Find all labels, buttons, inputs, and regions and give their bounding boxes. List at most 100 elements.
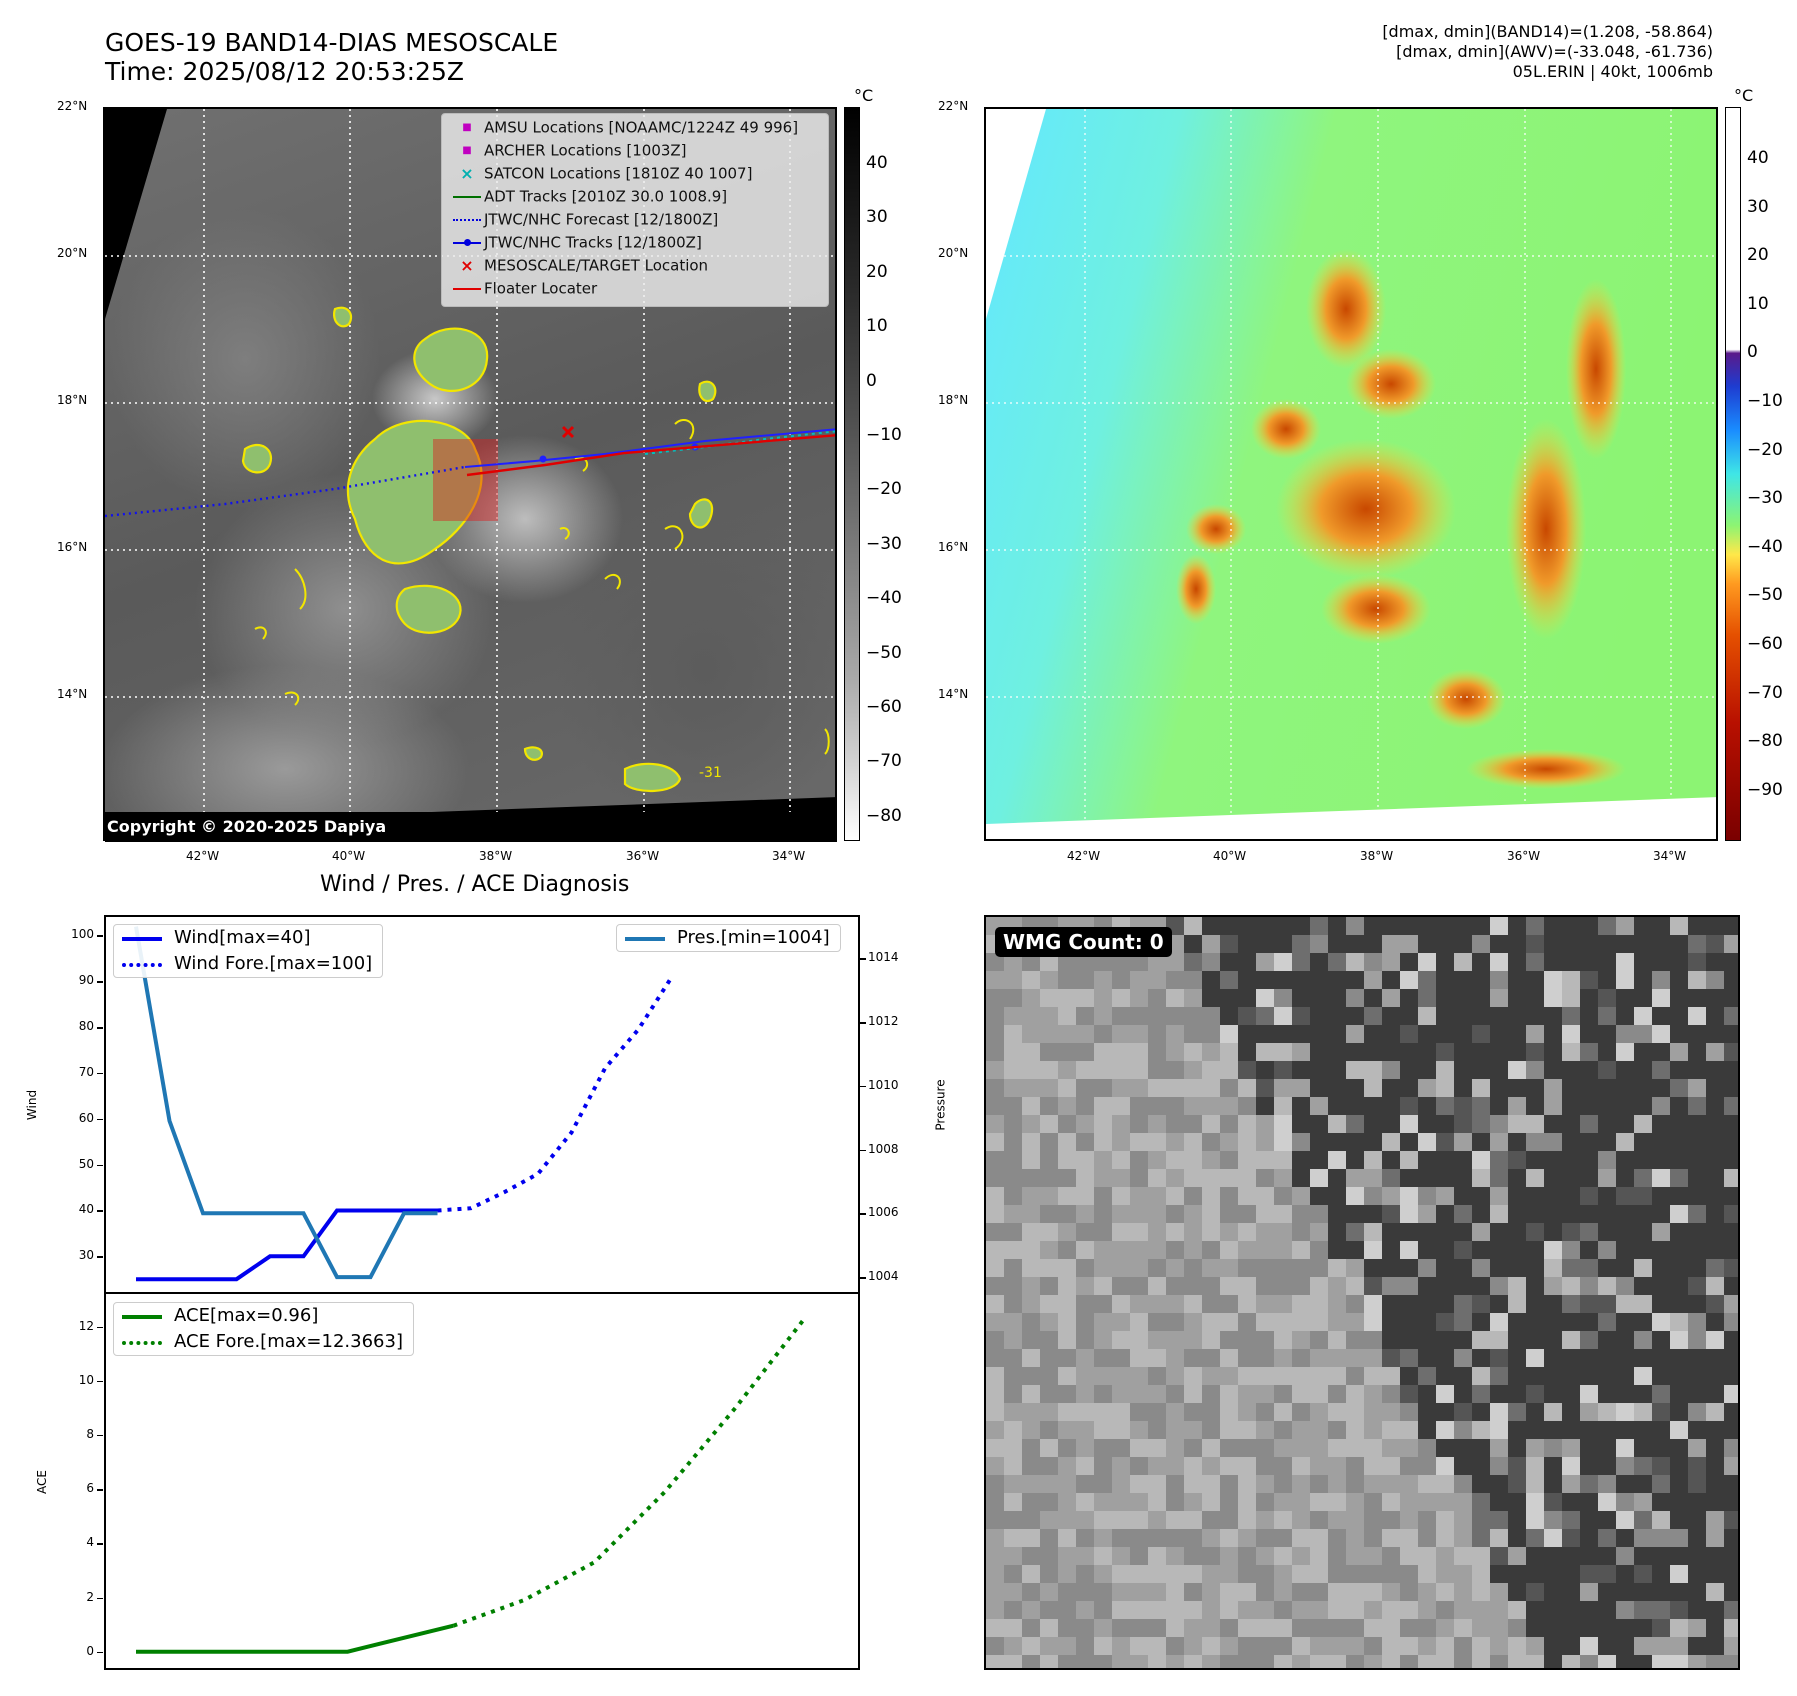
lon-label: 38°W	[1360, 849, 1394, 863]
wmg-cell	[1310, 1079, 1328, 1097]
wmg-cell	[1526, 971, 1544, 989]
wmg-cell	[986, 1295, 1004, 1313]
wmg-cell	[1292, 1061, 1310, 1079]
wmg-cell	[1076, 1439, 1094, 1457]
wmg-cell	[1058, 1493, 1076, 1511]
axis-tick-mark	[97, 1543, 103, 1545]
wmg-cell	[1022, 1439, 1040, 1457]
wmg-cell	[1238, 1367, 1256, 1385]
wmg-cell	[1670, 1367, 1688, 1385]
wmg-cell	[1670, 1313, 1688, 1331]
wmg-cell	[1076, 1025, 1094, 1043]
left-colorbar-unit: °C	[854, 86, 874, 105]
wmg-cell	[1076, 1421, 1094, 1439]
wmg-cell	[1526, 935, 1544, 953]
wmg-cell	[1418, 1565, 1436, 1583]
wmg-cell	[1040, 1493, 1058, 1511]
wmg-cell	[1166, 1547, 1184, 1565]
wmg-cell	[1616, 1259, 1634, 1277]
wmg-cell	[1022, 1205, 1040, 1223]
wmg-cell	[1382, 1079, 1400, 1097]
wmg-cell	[1562, 971, 1580, 989]
wmg-cell	[1508, 1637, 1526, 1655]
wmg-cell	[1220, 1619, 1238, 1637]
wmg-cell	[1418, 1295, 1436, 1313]
wmg-cell	[1454, 1493, 1472, 1511]
wmg-cell	[1562, 1421, 1580, 1439]
wmg-cell	[1706, 1115, 1724, 1133]
wmg-cell	[1364, 1061, 1382, 1079]
wmg-cell	[1508, 1439, 1526, 1457]
wmg-cell	[1616, 1511, 1634, 1529]
wmg-cell	[1418, 1529, 1436, 1547]
wmg-cell	[1076, 1637, 1094, 1655]
wmg-cell	[1328, 1151, 1346, 1169]
wmg-cell	[1454, 1511, 1472, 1529]
wmg-cell	[1022, 1511, 1040, 1529]
wmg-cell	[1724, 1349, 1738, 1367]
wmg-cell	[1472, 1637, 1490, 1655]
wmg-cell	[1058, 1583, 1076, 1601]
wmg-cell	[1490, 1367, 1508, 1385]
wmg-cell	[1724, 1493, 1738, 1511]
wmg-cell	[1652, 1007, 1670, 1025]
wmg-cell	[1040, 1079, 1058, 1097]
wmg-cell	[1652, 1223, 1670, 1241]
wmg-cell	[1202, 1187, 1220, 1205]
wmg-cell	[1580, 953, 1598, 971]
wmg-cell	[1562, 1223, 1580, 1241]
wmg-cell	[986, 1097, 1004, 1115]
wmg-cell	[1040, 1583, 1058, 1601]
lat-label: 14°N	[938, 687, 969, 701]
wmg-cell	[1076, 1601, 1094, 1619]
wmg-cell	[1688, 1133, 1706, 1151]
wmg-cell	[1364, 1133, 1382, 1151]
wmg-cell	[1202, 1457, 1220, 1475]
wmg-cell	[1094, 1313, 1112, 1331]
wmg-cell	[1076, 953, 1094, 971]
wmg-cell	[1400, 1061, 1418, 1079]
wmg-cell	[1382, 1007, 1400, 1025]
wmg-cell	[1436, 1223, 1454, 1241]
wmg-cell	[1526, 1115, 1544, 1133]
wmg-cell	[1436, 1493, 1454, 1511]
wmg-cell	[1256, 1043, 1274, 1061]
wmg-cell	[1130, 1259, 1148, 1277]
wmg-cell	[1634, 1439, 1652, 1457]
wmg-cell	[1616, 1331, 1634, 1349]
wmg-cell	[1346, 1421, 1364, 1439]
wmg-cell	[1166, 1493, 1184, 1511]
wmg-cell	[1562, 1241, 1580, 1259]
wmg-cell	[1076, 1295, 1094, 1313]
wmg-cell	[1220, 1151, 1238, 1169]
wmg-cell	[1634, 1223, 1652, 1241]
wmg-cell	[1184, 935, 1202, 953]
wmg-cell	[1202, 1205, 1220, 1223]
wmg-cell	[1130, 1313, 1148, 1331]
wmg-cell	[1472, 971, 1490, 989]
wmg-cell	[1346, 1367, 1364, 1385]
wmg-cell	[1418, 1007, 1436, 1025]
wmg-cell	[1508, 1583, 1526, 1601]
wmg-cell	[1256, 1331, 1274, 1349]
wmg-cell	[1310, 1583, 1328, 1601]
wmg-cell	[1364, 1529, 1382, 1547]
wmg-cell	[1058, 1457, 1076, 1475]
colorbar-tick: 20	[866, 261, 888, 282]
wmg-cell	[1508, 1205, 1526, 1223]
wmg-cell	[1202, 1403, 1220, 1421]
wmg-cell	[986, 1079, 1004, 1097]
wmg-cell	[1310, 1295, 1328, 1313]
wmg-cell	[1022, 1295, 1040, 1313]
wmg-cell	[1544, 935, 1562, 953]
wmg-cell	[1598, 1025, 1616, 1043]
wmg-cell	[1544, 1601, 1562, 1619]
series-line	[437, 975, 674, 1213]
wmg-cell	[1112, 1061, 1130, 1079]
wmg-cell	[1328, 1115, 1346, 1133]
wmg-cell	[1184, 1637, 1202, 1655]
wmg-cell	[1202, 1133, 1220, 1151]
wmg-cell	[1508, 1457, 1526, 1475]
wmg-cell	[1022, 1637, 1040, 1655]
wmg-cell	[1310, 1133, 1328, 1151]
